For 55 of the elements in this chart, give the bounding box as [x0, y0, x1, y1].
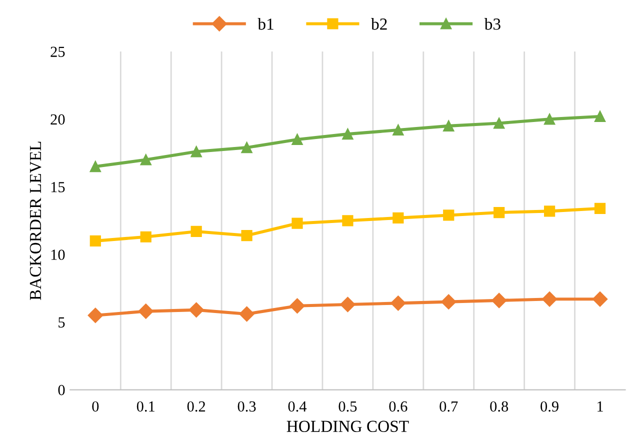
point	[138, 304, 154, 319]
point	[494, 206, 505, 218]
y-tick-label: 5	[58, 317, 65, 328]
point	[594, 202, 606, 214]
x-tick-label: 0.1	[136, 401, 154, 412]
legend-label: b1	[258, 18, 274, 30]
point	[90, 235, 101, 246]
x-tick-label: 0.4	[288, 401, 307, 412]
x-tick-label: 0.3	[238, 401, 256, 412]
point	[441, 294, 456, 310]
point	[594, 110, 606, 122]
point	[241, 142, 252, 154]
point	[292, 134, 303, 146]
point	[88, 308, 103, 323]
y-tick-label: 0	[58, 384, 65, 396]
y-axis-title: BACKORDER LEVEL	[30, 142, 42, 300]
point	[494, 118, 505, 129]
legend-label: b3	[484, 18, 500, 30]
point	[292, 218, 303, 229]
legend-label: b2	[371, 18, 387, 30]
x-tick-label: 1	[598, 401, 603, 412]
point	[342, 215, 354, 226]
x-tick-label: 0.6	[389, 401, 408, 412]
y-tick-label: 20	[50, 114, 65, 125]
x-tick-label: 0.7	[440, 401, 458, 412]
point	[443, 120, 454, 132]
point	[340, 296, 356, 312]
y-tick-label: 15	[51, 182, 65, 192]
point	[392, 124, 404, 136]
point	[241, 230, 252, 242]
point	[392, 212, 404, 224]
point	[544, 206, 556, 217]
point	[342, 128, 354, 140]
x-tick-label: 0	[92, 401, 99, 412]
y-tick-label: 10	[51, 250, 65, 260]
point	[190, 226, 202, 238]
point	[239, 306, 254, 322]
point	[290, 298, 305, 314]
y-tick-label: 25	[50, 46, 65, 57]
point	[390, 296, 406, 311]
point	[443, 210, 454, 221]
point	[592, 292, 608, 307]
point	[188, 302, 204, 318]
point	[492, 292, 507, 308]
point	[90, 160, 101, 172]
x-axis-title: HOLDING COST	[286, 420, 409, 432]
point	[542, 292, 558, 307]
x-tick-label: 0.8	[490, 401, 508, 412]
point	[544, 114, 556, 125]
x-tick-label: 0.5	[338, 401, 357, 412]
point	[140, 231, 152, 242]
x-tick-label: 0.9	[540, 401, 558, 412]
point	[190, 146, 202, 158]
x-tick-label: 0.2	[187, 401, 206, 412]
point	[140, 154, 152, 166]
